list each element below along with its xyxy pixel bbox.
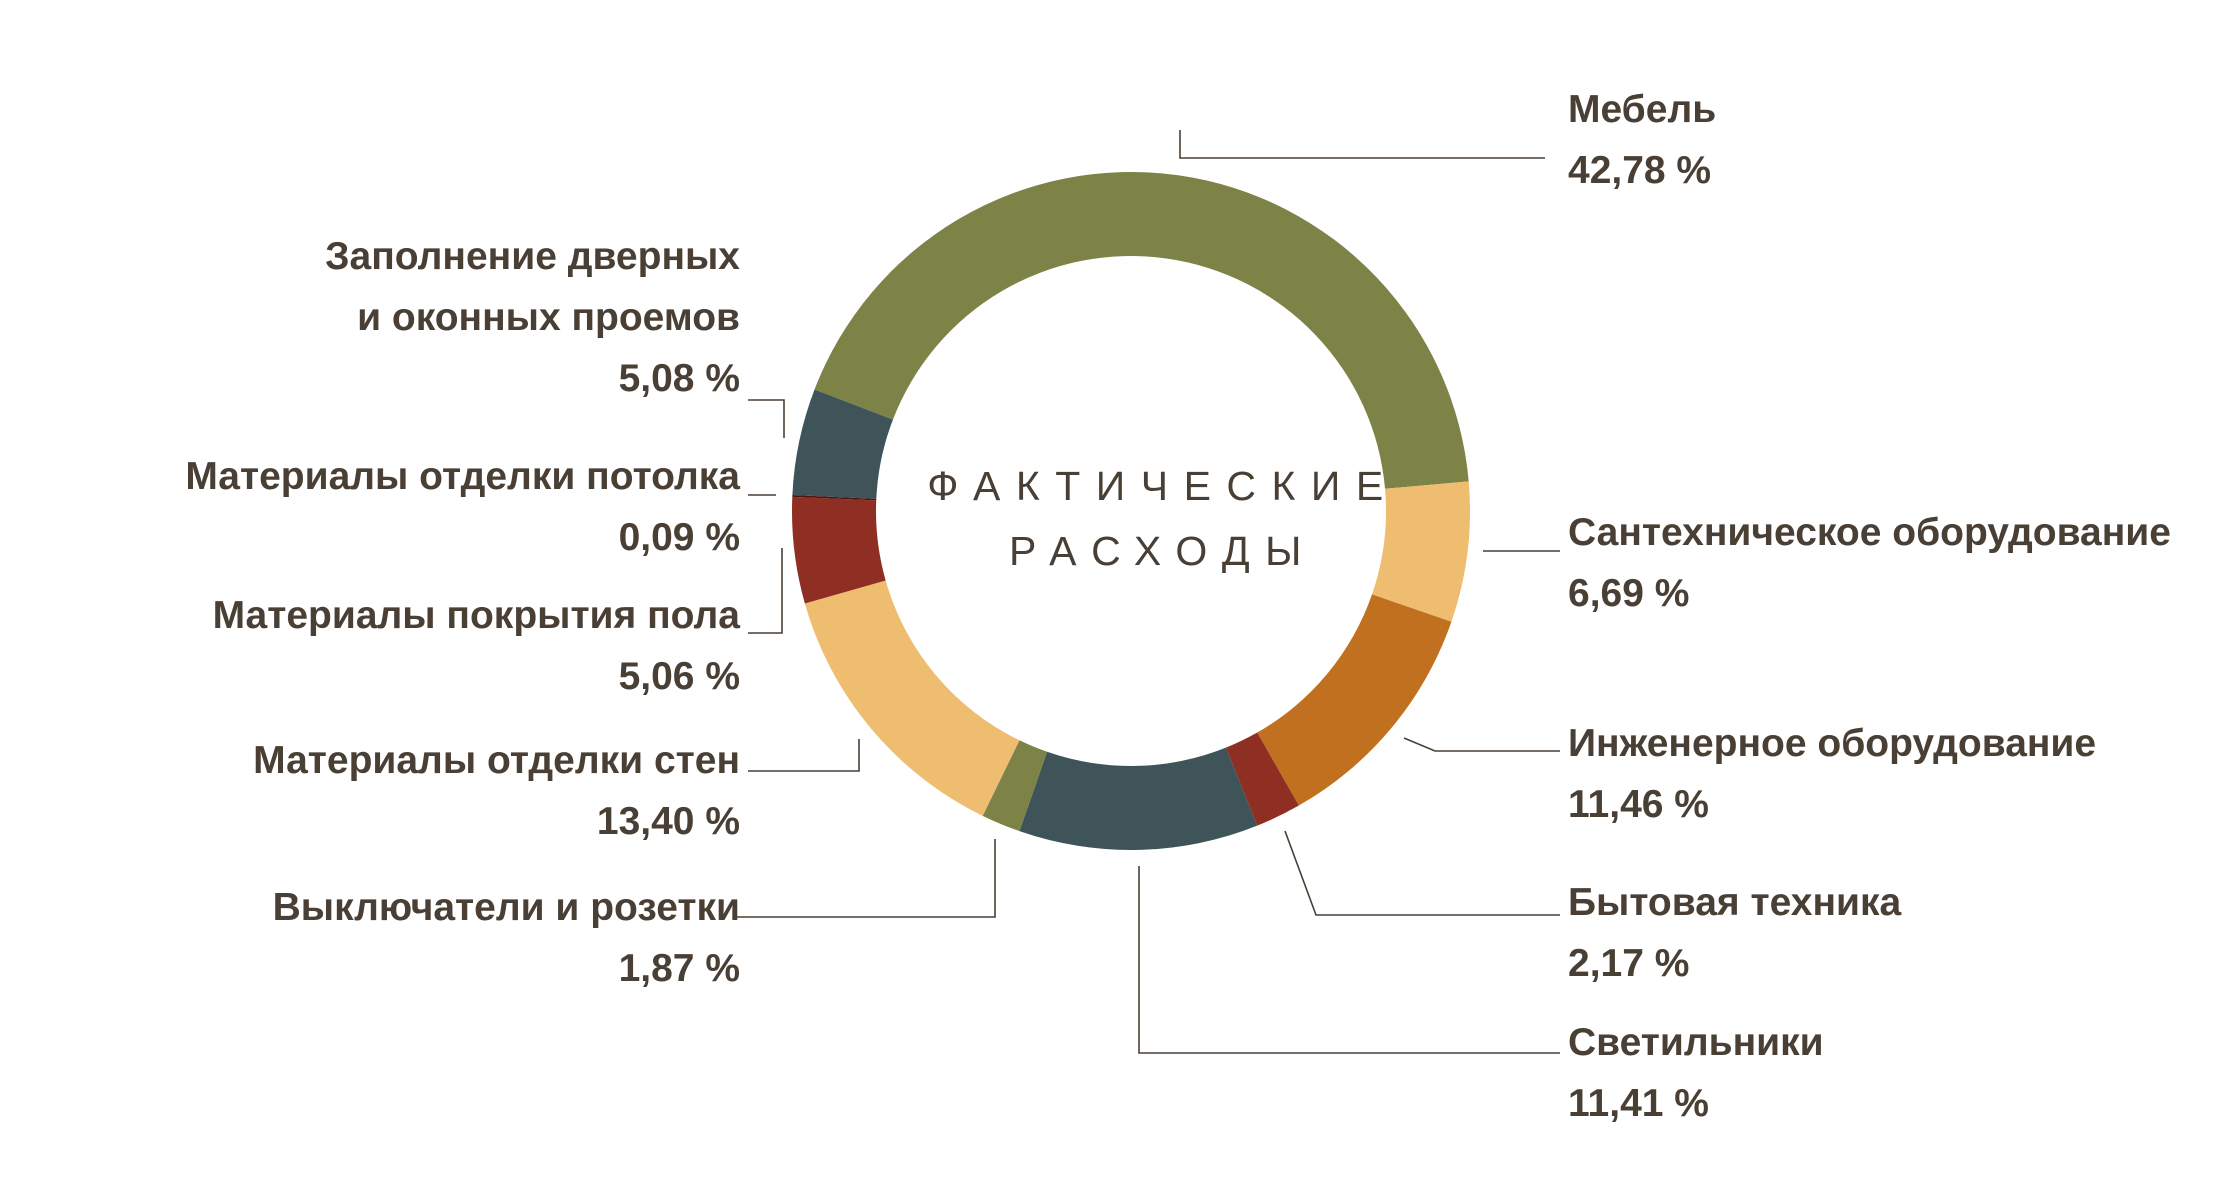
svg-text:13,40 %: 13,40 %	[597, 800, 740, 843]
svg-text:42,78 %: 42,78 %	[1568, 149, 1711, 192]
svg-text:Материалы отделки потолка: Материалы отделки потолка	[185, 455, 740, 498]
svg-text:и оконных проемов: и оконных проемов	[357, 296, 740, 339]
svg-text:Инженерное оборудование: Инженерное оборудование	[1568, 722, 2096, 765]
svg-text:2,17 %: 2,17 %	[1568, 942, 1689, 985]
svg-text:Выключатели и розетки: Выключатели и розетки	[273, 886, 740, 929]
svg-text:Материалы покрытия пола: Материалы покрытия пола	[213, 594, 741, 637]
svg-text:1,87 %: 1,87 %	[619, 947, 740, 990]
svg-text:5,06 %: 5,06 %	[619, 655, 740, 698]
svg-text:11,41 %: 11,41 %	[1568, 1082, 1709, 1125]
svg-text:Заполнение дверных: Заполнение дверных	[325, 235, 740, 278]
svg-text:Бытовая техника: Бытовая техника	[1568, 881, 1902, 924]
svg-text:Материалы отделки стен: Материалы отделки стен	[253, 739, 740, 782]
svg-text:Мебель: Мебель	[1568, 88, 1716, 131]
svg-text:РАСХОДЫ: РАСХОДЫ	[1009, 528, 1317, 574]
svg-text:6,69 %: 6,69 %	[1568, 572, 1689, 615]
svg-text:ФАКТИЧЕСКИЕ: ФАКТИЧЕСКИЕ	[927, 463, 1399, 509]
svg-text:Светильники: Светильники	[1568, 1021, 1824, 1064]
svg-text:5,08 %: 5,08 %	[619, 357, 740, 400]
svg-text:11,46 %: 11,46 %	[1568, 783, 1709, 826]
svg-text:Сантехническое оборудование: Сантехническое оборудование	[1568, 511, 2171, 554]
svg-text:0,09 %: 0,09 %	[619, 516, 740, 559]
